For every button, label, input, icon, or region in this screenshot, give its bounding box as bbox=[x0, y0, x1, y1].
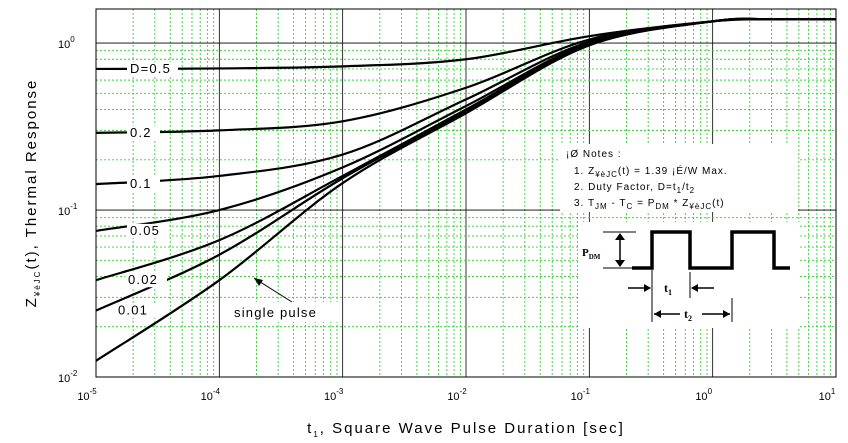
x-tick-label: 10-3 bbox=[324, 387, 344, 403]
t1-label: t1 bbox=[664, 281, 672, 297]
pdm-arrow-head-up bbox=[615, 233, 625, 240]
pdm-label: PDM bbox=[582, 247, 601, 261]
series-label: 0.01 bbox=[118, 303, 148, 318]
notes-header: ¡Ø Notes : bbox=[566, 149, 622, 160]
x-tick-label: 10-1 bbox=[571, 387, 591, 403]
t1-arrow-head-left bbox=[644, 284, 651, 292]
t2-arrow-head-left bbox=[654, 310, 661, 318]
note-line-2: 2. Duty Factor, D=t1/t2 bbox=[574, 182, 695, 195]
x-tick-label: 10-2 bbox=[447, 387, 467, 403]
pulse-waveform-inset: PDM t1 t2 bbox=[580, 222, 800, 328]
notes-background bbox=[560, 144, 798, 212]
single-pulse-label: single pulse bbox=[234, 305, 317, 320]
series-label: 0.05 bbox=[130, 223, 160, 238]
series-label: 0.2 bbox=[130, 125, 152, 140]
series-label-background bbox=[127, 177, 160, 192]
x-tick-label: 100 bbox=[695, 387, 712, 403]
y-tick-label: 10-1 bbox=[58, 202, 78, 218]
notes-box: ¡Ø Notes : 1. Z¥èJC(t) = 1.39 ¡É/W Max. … bbox=[560, 144, 798, 212]
series-labels: D=0.5 0.2 0.1 0.05 0.02 0.01 single pulse bbox=[115, 61, 340, 322]
series-label-background bbox=[115, 303, 157, 318]
series-label: D=0.5 bbox=[130, 61, 171, 76]
note-line-1: 1. Z¥èJC(t) = 1.39 ¡É/W Max. bbox=[574, 164, 728, 179]
pulse-waveform bbox=[632, 230, 790, 270]
plot-frame bbox=[95, 8, 837, 378]
x-tick-label: 10-4 bbox=[201, 387, 221, 403]
tick-labels: 10-5 10-4 10-3 10-2 10-1 100 101 10-2 10-1 100 bbox=[58, 35, 836, 403]
t2-arrow-head-right bbox=[723, 310, 730, 318]
y-tick-label: 10-2 bbox=[58, 369, 78, 385]
single-pulse-pointer-head bbox=[254, 278, 263, 286]
y-tick-label: 100 bbox=[58, 35, 75, 51]
series-label: 0.02 bbox=[128, 272, 158, 287]
series-label-background bbox=[127, 223, 169, 238]
x-axis-title: t1, Square Wave Pulse Duration [sec] bbox=[307, 420, 625, 439]
y-axis-title: Z¥èJC(t), Thermal Response bbox=[23, 79, 42, 308]
series-label-background bbox=[127, 61, 178, 76]
t1-arrow-head-right bbox=[691, 284, 698, 292]
t2-label: t2 bbox=[684, 307, 692, 323]
series-label-background bbox=[125, 273, 167, 288]
pdm-arrow-head-down bbox=[615, 260, 625, 267]
single-pulse-label-background bbox=[228, 302, 340, 322]
x-tick-label: 10-5 bbox=[77, 387, 97, 403]
series-line-6 bbox=[95, 17, 837, 362]
note-line-3: 3. TJM - TC = PDM * Z¥èJC(t) bbox=[574, 198, 725, 211]
series-label: 0.1 bbox=[130, 176, 152, 191]
series-label-background bbox=[127, 125, 160, 140]
curves bbox=[95, 17, 837, 362]
t2-label-background bbox=[680, 303, 702, 323]
x-tick-label: 101 bbox=[819, 387, 836, 403]
